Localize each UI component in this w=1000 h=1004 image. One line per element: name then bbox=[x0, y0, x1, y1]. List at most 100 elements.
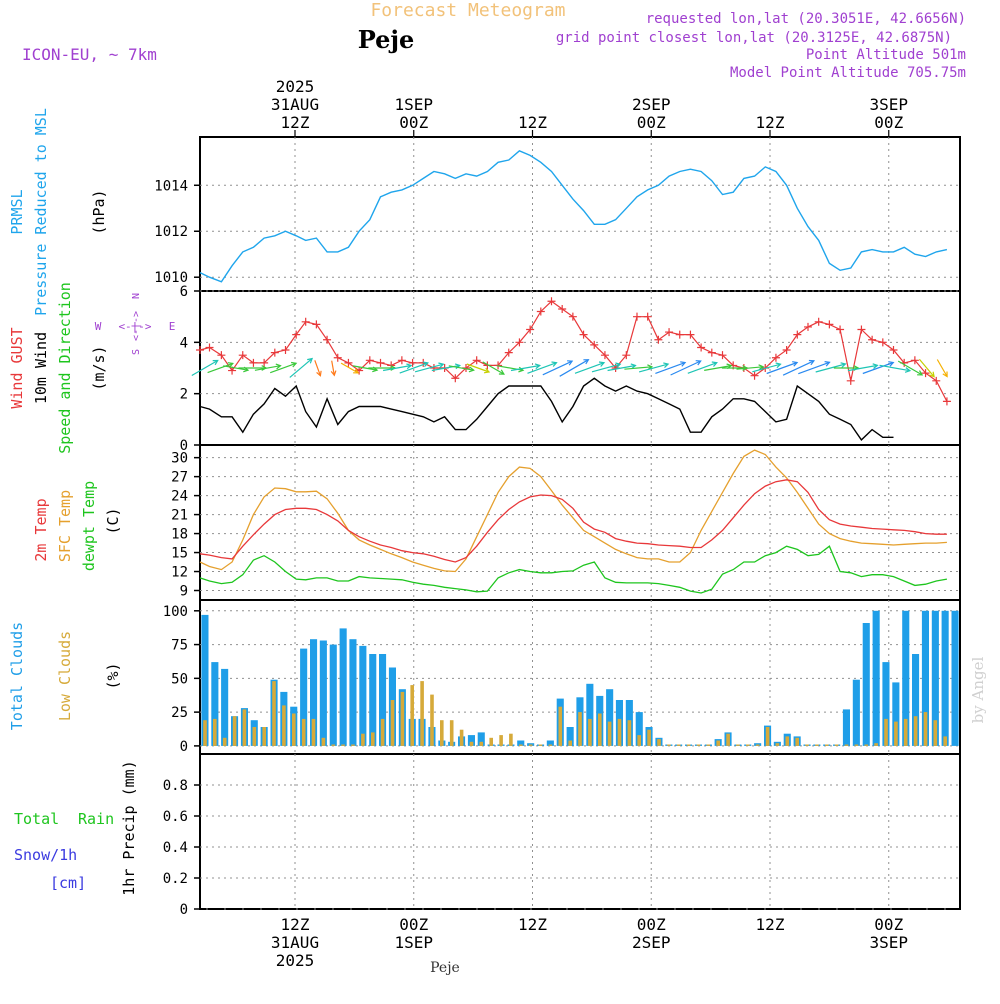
wind-arrow bbox=[223, 365, 249, 371]
wind-arrow-head bbox=[498, 369, 505, 375]
wind-arrow-head bbox=[316, 370, 322, 377]
footer-location: Peje bbox=[430, 960, 460, 976]
gust-marker bbox=[675, 330, 684, 339]
wind-arrow bbox=[466, 363, 490, 373]
low-cloud-bar bbox=[341, 744, 345, 746]
wind-arrow-head bbox=[680, 361, 687, 367]
total-cloud-bar bbox=[635, 712, 643, 746]
wind-arrow bbox=[591, 363, 621, 373]
wind-arrow-head bbox=[291, 361, 298, 368]
y-tick-label: 0 bbox=[180, 739, 188, 755]
temperature-panel: 9 12 15 18 21 24 27 30 bbox=[171, 444, 961, 601]
total-cloud-bar bbox=[912, 654, 920, 746]
wind-arrow bbox=[574, 362, 605, 374]
low-cloud-bar bbox=[252, 727, 257, 746]
low-cloud-bar bbox=[509, 733, 513, 746]
total-cloud-bar bbox=[477, 732, 485, 746]
low-cloud-bar bbox=[548, 744, 553, 746]
low-cloud-bar bbox=[706, 744, 711, 746]
wind-arrow-head bbox=[518, 366, 525, 373]
wind-arrow bbox=[847, 364, 878, 372]
low-cloud-bar bbox=[459, 729, 464, 746]
total-cloud-bar bbox=[467, 735, 475, 746]
low-cloud-bar bbox=[262, 727, 266, 746]
low-cloud-bar bbox=[903, 718, 908, 746]
low-cloud-bar bbox=[746, 744, 750, 746]
pressure-panel: 1010 1012 1014 bbox=[154, 136, 961, 292]
compass-vertical: <-|-> bbox=[131, 311, 142, 341]
wind-arrow bbox=[559, 359, 589, 377]
low-cloud-bar bbox=[282, 705, 286, 746]
wind-arrow bbox=[510, 364, 540, 372]
wind-arrow-head bbox=[758, 364, 765, 371]
wind-arrow bbox=[382, 364, 412, 372]
low-cloud-bar bbox=[371, 732, 375, 746]
low-cloud-bar bbox=[765, 727, 770, 746]
gust-marker bbox=[707, 348, 716, 357]
y-tick-label: 4 bbox=[180, 335, 188, 351]
total-cloud-bar bbox=[902, 610, 910, 746]
y-tick-label: 2 bbox=[180, 387, 188, 403]
low-cloud-bar bbox=[499, 735, 503, 746]
credit: by Angel bbox=[969, 656, 987, 723]
y-tick-label: 0.4 bbox=[163, 840, 188, 856]
top-tick-label: 00Z bbox=[874, 113, 903, 132]
gust-marker bbox=[547, 297, 556, 306]
low-cloud-bar bbox=[242, 709, 247, 746]
low-cloud-bar bbox=[844, 744, 849, 746]
total-cloud-bar bbox=[379, 654, 387, 746]
gust-marker bbox=[771, 353, 780, 362]
wind-arrow bbox=[782, 360, 815, 376]
gust-marker bbox=[814, 317, 823, 326]
gust-marker bbox=[301, 317, 310, 326]
low-cloud-bar bbox=[834, 744, 839, 746]
y-tick-label: 75 bbox=[171, 638, 188, 654]
total-cloud-bar bbox=[546, 740, 554, 746]
low-cloud-bar bbox=[637, 735, 641, 746]
wind-arrow bbox=[879, 364, 911, 372]
gust-marker bbox=[260, 358, 269, 367]
gust-marker bbox=[281, 346, 290, 355]
low-cloud-bar bbox=[558, 706, 563, 746]
wind-arrow bbox=[542, 360, 573, 376]
wind-arrow-head bbox=[929, 371, 935, 378]
wind-arrow bbox=[897, 360, 923, 376]
y-tick-label: 0.2 bbox=[163, 871, 188, 887]
gust-marker bbox=[365, 356, 374, 365]
wind-arrow bbox=[918, 358, 935, 378]
wind-arrow-head bbox=[792, 361, 799, 367]
wind-arrow-head bbox=[534, 363, 542, 370]
wind-arrow bbox=[936, 359, 948, 377]
gust-marker bbox=[526, 325, 535, 334]
gust-marker bbox=[451, 374, 460, 383]
low-cloud-bar bbox=[894, 721, 898, 746]
gridpoint-coords: grid point closest lon,lat (20.3125E, 42… bbox=[556, 30, 952, 46]
top-tick-label: 00Z bbox=[399, 113, 428, 132]
low-cloud-bar bbox=[361, 733, 365, 746]
wind-panel: 0 2 4 6 bbox=[180, 284, 961, 454]
bottom-tick-label: 2SEP bbox=[632, 933, 671, 952]
low-cloud-bar bbox=[321, 737, 326, 746]
wind-arrow-head bbox=[353, 368, 360, 374]
wind-arrow bbox=[607, 364, 636, 372]
compass-e: E bbox=[169, 320, 176, 333]
compass-s: S bbox=[131, 349, 142, 355]
gust-marker bbox=[515, 338, 524, 347]
wind-dir-label: Speed and Direction bbox=[56, 282, 74, 454]
low-cloud-bar bbox=[686, 744, 691, 746]
bottom-tick-label: 12Z bbox=[756, 915, 785, 934]
y-tick-label: 15 bbox=[171, 546, 188, 562]
total-cloud-bar bbox=[300, 648, 308, 746]
top-tick-label: 12Z bbox=[281, 113, 310, 132]
wind-arrow bbox=[448, 365, 474, 371]
low-cloud-bar bbox=[923, 712, 928, 746]
wind-arrow bbox=[289, 358, 313, 378]
wind-arrow bbox=[254, 365, 281, 371]
location-title: Peje bbox=[358, 25, 415, 54]
total-cloud-bar bbox=[566, 727, 574, 746]
low-cloud-bar bbox=[578, 712, 582, 746]
compass-n: N bbox=[131, 293, 142, 299]
low-cloud-bar bbox=[430, 694, 434, 746]
bottom-tick-label: 2025 bbox=[276, 951, 315, 970]
total-cloud-bar bbox=[892, 682, 900, 746]
